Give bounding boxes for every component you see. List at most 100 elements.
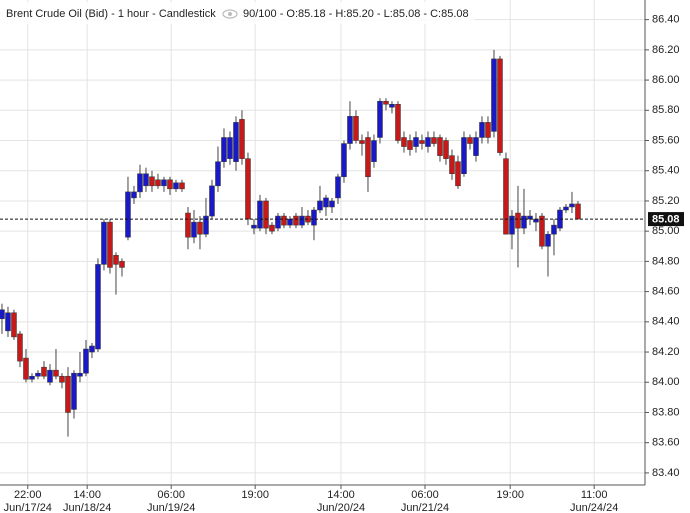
y-tick-label: 84.40 [652,316,680,328]
candle-body [77,372,83,377]
candle-body [191,221,197,238]
candle-body [347,116,353,144]
candle-body [89,345,95,353]
last-price-label: 85.08 [652,213,680,225]
eye-icon[interactable] [222,9,238,19]
candle-body [341,143,347,178]
candle-body [569,203,575,208]
candle-body [539,215,545,247]
candle-body [251,224,257,229]
x-tick-label: 19:00 [241,489,269,501]
candle-body [17,333,23,362]
x-tick-date: Jun/19/24 [147,502,195,513]
candle-body [287,218,293,226]
candle-body [125,191,131,238]
candle-body [167,179,173,190]
y-tick-label: 84.00 [652,376,680,388]
candle-body [461,137,467,175]
candle-body [149,176,155,187]
candle-body [227,137,233,159]
candle-body [155,179,161,187]
y-tick-label: 86.00 [652,74,680,86]
candle-body [311,209,317,226]
candle-body [143,173,149,187]
y-tick-label: 86.20 [652,44,680,56]
x-tick-label: 11:00 [581,489,608,501]
candle-body [173,182,179,190]
candle-body [0,309,5,320]
candle-body [497,58,503,153]
y-tick-label: 84.80 [652,255,680,267]
candle-body [221,137,227,162]
last-price-tag [648,212,684,227]
candle-body [179,182,185,190]
candle-body [59,375,65,383]
x-tick-label: 22:00 [14,489,42,501]
x-tick-date: Jun/20/24 [317,502,365,513]
candle-body [485,122,491,138]
y-tick-label: 83.80 [652,406,680,418]
y-tick-label: 85.00 [652,225,680,237]
x-tick-label: 06:00 [157,489,185,501]
ohlc-readout: 90/100 - O:85.18 - H:85.20 - L:85.08 - C… [243,8,469,20]
candle-body [545,233,551,247]
y-tick-label: 85.20 [652,195,680,207]
candle-body [491,58,497,132]
x-tick-date: Jun/24/24 [570,502,618,513]
candle-body [377,100,383,138]
candle-body [335,176,341,199]
y-tick-label: 84.20 [652,346,680,358]
candle-body [383,100,389,105]
candle-body [209,185,215,217]
chart-title: Brent Crude Oil (Bid) - 1 hour - Candles… [6,8,216,20]
candle-body [245,158,251,220]
x-tick-date: Jun/17/24 [4,502,52,513]
candle-body [161,179,167,187]
candle-body [431,137,437,144]
candle-body [203,215,209,235]
y-tick-label: 85.80 [652,104,680,116]
candle-body [83,348,89,374]
candle-body [131,191,137,199]
x-tick-label: 19:00 [496,489,524,501]
y-tick-label: 85.40 [652,165,680,177]
candle-body [479,122,485,138]
candle-body [509,215,515,235]
candle-body [437,137,443,156]
candle-body [185,212,191,238]
candle-body [137,173,143,193]
candle-body [299,215,305,226]
candle-body [95,264,101,350]
candle-body [11,312,17,338]
candle-body [29,375,35,380]
candle-body [5,312,11,332]
candle-body [395,104,401,141]
y-tick-label: 84.60 [652,286,680,298]
candle-body [23,357,29,380]
x-tick-label: 06:00 [411,489,439,501]
candle-body [257,200,263,229]
x-tick-date: Jun/18/24 [63,502,111,513]
candle-body [215,161,221,187]
candle-body [197,221,203,235]
candle-body [53,369,59,377]
candle-body [41,366,47,377]
candle-body [329,200,335,208]
candle-body [323,197,329,208]
candle-body [401,137,407,147]
candle-body [269,224,275,232]
candle-body [551,224,557,235]
candle-body [35,372,41,377]
candle-body [65,375,71,413]
candle-body [575,203,581,220]
candle-body [371,140,377,162]
x-tick-date: Jun/21/24 [401,502,449,513]
candle-body [101,221,107,265]
candle-body [281,215,287,226]
candle-body [47,369,53,383]
candle-body [443,140,449,159]
y-tick-label: 83.40 [652,467,680,479]
candle-body [275,215,281,229]
